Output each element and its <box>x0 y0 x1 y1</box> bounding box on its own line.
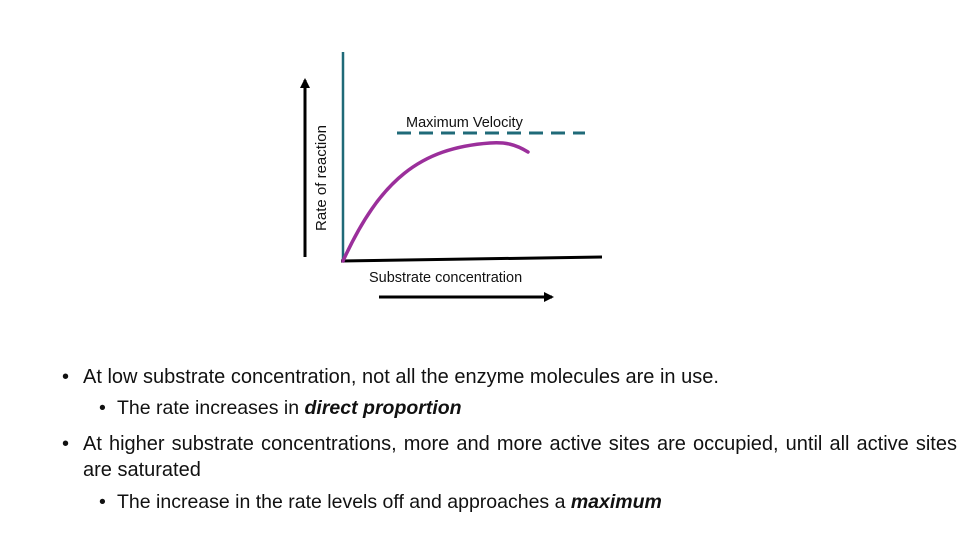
bullet-item: • At higher substrate concentrations, mo… <box>62 431 957 483</box>
bullet-dot: • <box>62 433 70 455</box>
reaction-rate-curve <box>341 141 530 263</box>
sub-bullet-item: • The rate increases in direct proportio… <box>62 395 957 421</box>
emphasis-text: maximum <box>570 491 662 513</box>
sub-bullet-text: The increase in the rate levels off and … <box>117 491 571 513</box>
bullet-list: • At low substrate concentration, not al… <box>62 364 957 515</box>
enzyme-rate-diagram: Maximum Velocity Rate of reaction Substr… <box>300 52 603 302</box>
x-axis-label: Substrate concentration <box>369 270 522 286</box>
x-axis-line <box>340 255 603 263</box>
bullet-text: At low substrate concentration, not all … <box>83 366 719 388</box>
max-velocity-label: Maximum Velocity <box>406 115 524 131</box>
bullet-dot: • <box>62 366 70 388</box>
emphasis-text: direct proportion <box>304 397 462 419</box>
bullet-dot: • <box>99 491 106 513</box>
sub-bullet-item: • The increase in the rate levels off an… <box>62 489 957 515</box>
bullet-item: • At low substrate concentration, not al… <box>62 364 957 390</box>
y-axis-label: Rate of reaction <box>313 125 330 231</box>
sub-bullet-text: The rate increases in <box>117 397 305 419</box>
bullet-dot: • <box>99 397 106 419</box>
bullet-text: At higher substrate concentrations, more… <box>83 433 957 481</box>
